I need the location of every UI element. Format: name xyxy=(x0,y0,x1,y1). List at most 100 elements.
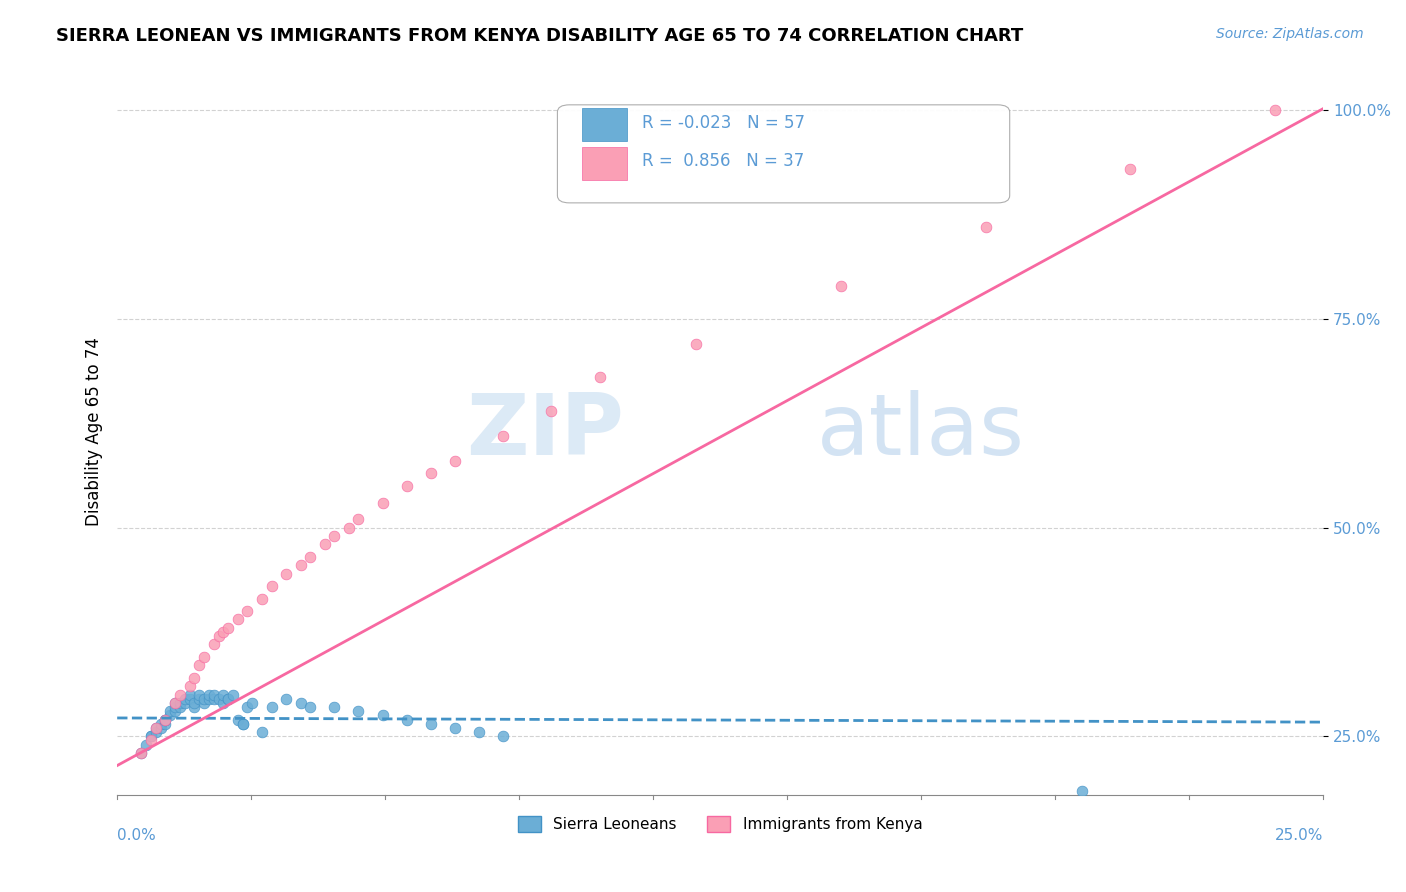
Point xyxy=(155,713,177,727)
Text: Source: ZipAtlas.com: Source: ZipAtlas.com xyxy=(1216,27,1364,41)
Point xyxy=(236,700,259,714)
Point xyxy=(1071,783,1094,797)
Text: ZIP: ZIP xyxy=(465,390,624,473)
Point xyxy=(145,721,167,735)
FancyBboxPatch shape xyxy=(582,109,627,141)
Point xyxy=(145,721,167,735)
Point xyxy=(540,403,562,417)
Point xyxy=(193,650,215,665)
Point xyxy=(207,691,229,706)
Point xyxy=(188,688,211,702)
Point xyxy=(974,220,997,235)
Point xyxy=(274,566,297,581)
Point xyxy=(347,704,370,718)
Point xyxy=(155,713,177,727)
Point xyxy=(145,725,167,739)
Point xyxy=(131,746,153,760)
Text: atlas: atlas xyxy=(817,390,1025,473)
Point xyxy=(314,537,336,551)
Point xyxy=(165,696,187,710)
Text: R = -0.023   N = 57: R = -0.023 N = 57 xyxy=(641,114,804,132)
Point xyxy=(193,691,215,706)
Point xyxy=(202,691,225,706)
Point xyxy=(188,691,211,706)
Point xyxy=(337,521,360,535)
Point xyxy=(169,688,191,702)
Point xyxy=(155,713,177,727)
Point xyxy=(588,370,610,384)
Point xyxy=(183,696,205,710)
Point xyxy=(226,713,249,727)
Point xyxy=(139,729,162,743)
Point xyxy=(173,696,195,710)
Point xyxy=(198,688,221,702)
Point xyxy=(323,700,346,714)
Point xyxy=(222,688,245,702)
Point xyxy=(179,679,201,693)
Point xyxy=(260,700,283,714)
Point xyxy=(207,629,229,643)
Point xyxy=(347,512,370,526)
Point xyxy=(492,429,515,443)
Point xyxy=(159,704,181,718)
Point xyxy=(149,721,172,735)
Legend: Sierra Leoneans, Immigrants from Kenya: Sierra Leoneans, Immigrants from Kenya xyxy=(512,810,928,838)
Point xyxy=(395,479,418,493)
Point xyxy=(685,337,707,351)
Point xyxy=(183,700,205,714)
Point xyxy=(179,688,201,702)
Text: 25.0%: 25.0% xyxy=(1275,828,1323,843)
Point xyxy=(159,708,181,723)
Point xyxy=(212,624,235,639)
FancyBboxPatch shape xyxy=(582,147,627,179)
Point xyxy=(198,691,221,706)
Point xyxy=(1264,103,1286,118)
Point xyxy=(444,721,467,735)
Point xyxy=(165,700,187,714)
Point xyxy=(169,700,191,714)
Point xyxy=(212,696,235,710)
Point xyxy=(135,738,157,752)
Point xyxy=(183,671,205,685)
Point xyxy=(188,658,211,673)
Point xyxy=(468,725,491,739)
Point xyxy=(232,716,254,731)
Point xyxy=(139,729,162,743)
Point xyxy=(217,691,239,706)
Point xyxy=(419,467,441,481)
Point xyxy=(131,746,153,760)
Point xyxy=(236,604,259,618)
Point xyxy=(444,454,467,468)
Point xyxy=(290,558,312,573)
Point xyxy=(179,691,201,706)
Point xyxy=(1119,161,1142,176)
Point xyxy=(173,691,195,706)
Point xyxy=(217,691,239,706)
Point xyxy=(139,733,162,747)
Text: R =  0.856   N = 37: R = 0.856 N = 37 xyxy=(641,153,804,170)
Point xyxy=(169,696,191,710)
Point xyxy=(250,725,273,739)
Point xyxy=(260,579,283,593)
Point xyxy=(202,638,225,652)
Text: SIERRA LEONEAN VS IMMIGRANTS FROM KENYA DISABILITY AGE 65 TO 74 CORRELATION CHAR: SIERRA LEONEAN VS IMMIGRANTS FROM KENYA … xyxy=(56,27,1024,45)
Point xyxy=(323,529,346,543)
Point xyxy=(202,688,225,702)
Point xyxy=(492,729,515,743)
Point xyxy=(193,696,215,710)
Point xyxy=(371,495,394,509)
Point xyxy=(290,696,312,710)
Y-axis label: Disability Age 65 to 74: Disability Age 65 to 74 xyxy=(86,337,103,526)
Point xyxy=(250,591,273,606)
Point xyxy=(217,621,239,635)
Text: 0.0%: 0.0% xyxy=(117,828,156,843)
Point xyxy=(419,716,441,731)
Point xyxy=(299,549,322,564)
Point xyxy=(240,696,263,710)
Point xyxy=(299,700,322,714)
Point xyxy=(226,612,249,626)
Point xyxy=(165,696,187,710)
Point xyxy=(830,278,852,293)
Point xyxy=(165,704,187,718)
Point xyxy=(395,713,418,727)
